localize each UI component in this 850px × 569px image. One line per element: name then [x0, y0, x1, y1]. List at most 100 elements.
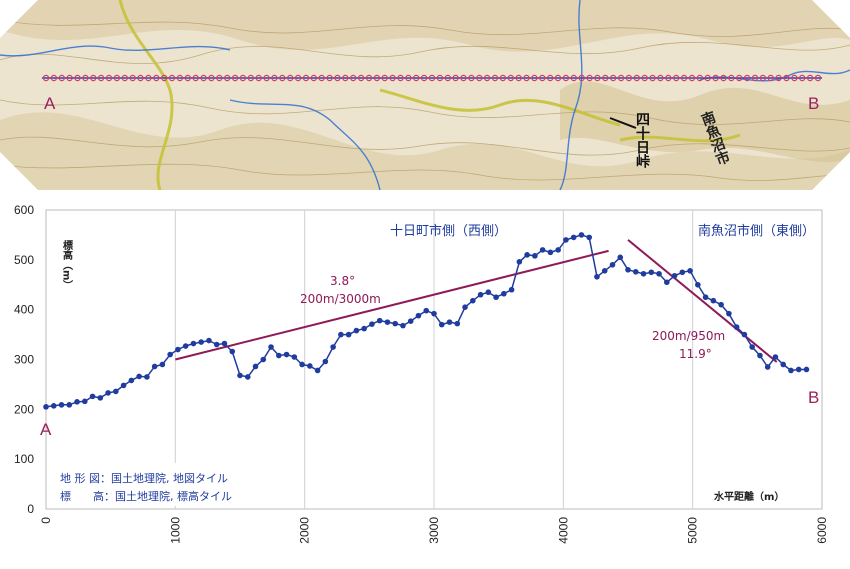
route-dot [381, 74, 388, 82]
route-dot [208, 74, 215, 82]
route-dot [389, 74, 396, 82]
elevation-point [788, 367, 794, 374]
route-dot [428, 74, 436, 82]
route-dot [602, 74, 609, 82]
route-dot [783, 74, 790, 82]
map-terrain [0, 0, 850, 190]
elevation-point [82, 398, 88, 405]
route-dot [121, 74, 129, 82]
elevation-point [470, 297, 476, 304]
y-tick-label: 300 [14, 353, 34, 367]
route-dot [531, 74, 538, 82]
elevation-point [299, 361, 305, 368]
route-dot [570, 74, 578, 82]
elevation-point [144, 374, 150, 380]
elevation-point [361, 325, 367, 332]
route-dot [223, 74, 231, 82]
elevation-point [757, 352, 763, 359]
route-dot [554, 74, 562, 82]
route-dot [342, 74, 349, 82]
trend-line [627, 239, 778, 363]
route-dot [302, 74, 310, 82]
elevation-point [74, 399, 80, 405]
elevation-chart: 0 100 200 300 400 500 600 0 1000 2000 3000 4000 500… [14, 203, 829, 544]
route-dot [625, 74, 633, 82]
pass-name: 四十日峠 [634, 112, 650, 169]
east-side-label: 南魚沼市側（東側） [698, 223, 815, 239]
route-dot [523, 74, 530, 82]
elevation-point [151, 363, 158, 370]
elevation-point [640, 270, 647, 277]
elevation-point [617, 254, 624, 261]
route-dot [641, 74, 648, 82]
route-dot [452, 74, 459, 82]
x-tick-label: 1000 [168, 517, 182, 544]
trend-lines [175, 239, 778, 363]
elevation-point [594, 273, 600, 280]
y-tick-label: 200 [14, 402, 34, 416]
elevation-point [338, 331, 344, 338]
elevation-point [431, 310, 437, 317]
east-slope-angle: 11.9° [679, 347, 712, 361]
route-dot [97, 74, 105, 82]
map-label-a: A [44, 94, 56, 113]
route-dot [334, 74, 341, 82]
elevation-point [524, 252, 530, 258]
elevation-point [113, 388, 119, 395]
route-dot [137, 74, 144, 82]
route-dot [82, 74, 89, 82]
route-dot [350, 74, 357, 82]
route-dot [696, 74, 704, 82]
route-dot [736, 74, 743, 82]
elevation-point [726, 310, 732, 317]
x-tick-label: 0 [39, 517, 53, 524]
elevation-point [392, 320, 399, 327]
elevation-point [182, 343, 189, 349]
route-dot [263, 74, 270, 82]
route-dot [586, 74, 593, 82]
elevation-point [741, 331, 748, 338]
route-dot [90, 74, 97, 82]
elevation-point [384, 319, 391, 325]
elevation-point [260, 356, 267, 363]
elevation-point [516, 259, 523, 265]
route-dot [287, 74, 294, 82]
route-dot [160, 74, 168, 82]
elevation-point [532, 253, 538, 259]
elevation-point [105, 390, 111, 396]
elevation-point [501, 290, 507, 297]
route-dot [436, 74, 444, 82]
route-dot [66, 74, 73, 82]
route-dot [247, 74, 254, 82]
elevation-point [695, 281, 701, 288]
map-label-b: B [808, 94, 819, 113]
route-dot [231, 74, 239, 82]
route-markers [42, 74, 822, 82]
x-tick-label: 5000 [686, 517, 700, 544]
y-tick-label: 0 [27, 502, 34, 516]
route-dot [483, 74, 491, 82]
elevation-point [291, 354, 298, 360]
route-dot [665, 74, 672, 82]
route-dot [547, 74, 554, 82]
grid-lines [174, 210, 694, 509]
elevation-point [733, 324, 740, 330]
route-dot [657, 74, 664, 82]
west-slope-angle: 3.8° [330, 274, 355, 288]
elevation-point [345, 331, 352, 338]
route-dot [688, 74, 696, 82]
route-dot [515, 74, 522, 82]
route-dot [539, 74, 546, 82]
elevation-point [50, 403, 57, 409]
route-dot [617, 74, 625, 82]
elevation-point [508, 286, 515, 293]
route-dot [216, 74, 223, 82]
x-tick-label: 3000 [427, 517, 441, 544]
route-dot [74, 74, 81, 82]
route-dot [720, 74, 727, 82]
elevation-point [213, 341, 220, 348]
route-dot [145, 74, 152, 82]
route-dot [200, 74, 207, 82]
route-dot [129, 74, 136, 82]
route-dot [673, 74, 680, 82]
